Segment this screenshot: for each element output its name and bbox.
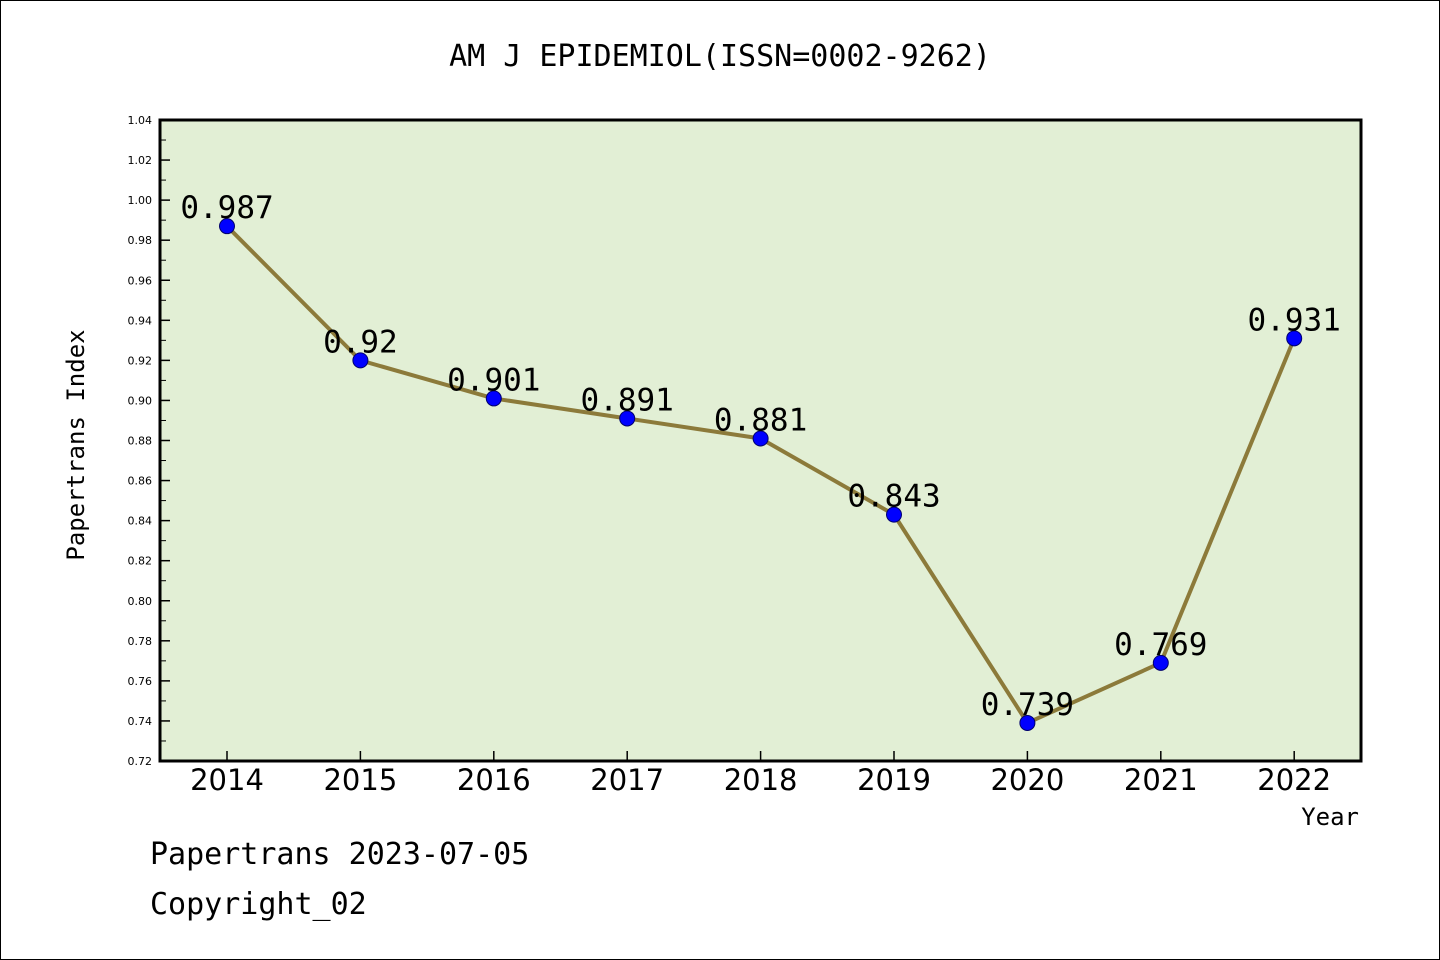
- x-tick-label: 2015: [323, 763, 397, 797]
- data-label: 0.843: [847, 479, 940, 515]
- x-tick-label: 2016: [457, 763, 531, 797]
- data-label: 0.987: [180, 190, 273, 226]
- data-point: [219, 218, 235, 235]
- data-label: 0.92: [323, 324, 398, 360]
- y-tick-label: 0.76: [128, 675, 153, 688]
- x-tick-label: 2019: [857, 763, 931, 797]
- data-point: [619, 410, 636, 427]
- y-tick-label: 0.78: [128, 635, 153, 648]
- footer-copyright: Copyright_02: [150, 887, 367, 922]
- series-line-group: 0.987 0.92 0.901 0.891 0.881 0.843 0.739 0.769 0…: [180, 190, 1341, 731]
- y-tick-label: 0.84: [128, 515, 153, 528]
- x-tick-label: 2022: [1257, 763, 1331, 797]
- data-point: [485, 390, 502, 407]
- y-tick-label: 1.04: [128, 114, 153, 127]
- data-label: 0.881: [714, 402, 807, 438]
- y-axis: 0.72 0.74 0.76 0.78 0.80 0.82 0.84 0.86 0.88 0.90…: [128, 114, 170, 768]
- x-tick-label: 2018: [724, 763, 798, 797]
- y-tick-label: 0.80: [128, 595, 153, 608]
- x-tick-label: 2014: [190, 763, 264, 797]
- y-tick-label: 0.72: [128, 755, 153, 768]
- data-point: [1152, 654, 1169, 671]
- x-axis-label: Year: [1301, 803, 1359, 831]
- x-axis: 2014 2015 2016 2017 2018 2019 2020 2021 2022: [190, 751, 1331, 797]
- y-tick-label: 0.92: [128, 354, 153, 367]
- data-point: [752, 430, 769, 447]
- data-label: 0.901: [447, 362, 540, 398]
- y-tick-label: 0.94: [128, 314, 153, 327]
- y-tick-label: 0.98: [128, 234, 153, 247]
- y-tick-label: 0.82: [128, 555, 153, 568]
- data-label: 0.891: [581, 382, 674, 418]
- x-tick-label: 2020: [990, 763, 1064, 797]
- x-tick-label: 2017: [590, 763, 664, 797]
- chart-title: AM J EPIDEMIOL(ISSN=0002-9262): [449, 39, 991, 74]
- data-label: 0.931: [1248, 302, 1341, 338]
- y-axis-label: Papertrans Index: [62, 329, 90, 560]
- y-tick-label: 1.00: [128, 194, 153, 207]
- data-point: [352, 352, 369, 369]
- data-point: [886, 506, 902, 523]
- y-tick-label: 0.96: [128, 274, 153, 287]
- data-point: [1286, 330, 1303, 347]
- y-tick-label: 0.90: [128, 394, 153, 407]
- x-tick-label: 2021: [1124, 763, 1198, 797]
- data-point: [1019, 714, 1036, 731]
- y-tick-label: 0.88: [128, 435, 153, 448]
- y-tick-label: 1.02: [128, 154, 153, 167]
- y-tick-label: 0.86: [128, 475, 153, 488]
- footer-date: Papertrans 2023-07-05: [150, 837, 529, 872]
- y-tick-label: 0.74: [128, 715, 153, 728]
- data-label: 0.739: [981, 687, 1074, 723]
- data-label: 0.769: [1114, 627, 1207, 663]
